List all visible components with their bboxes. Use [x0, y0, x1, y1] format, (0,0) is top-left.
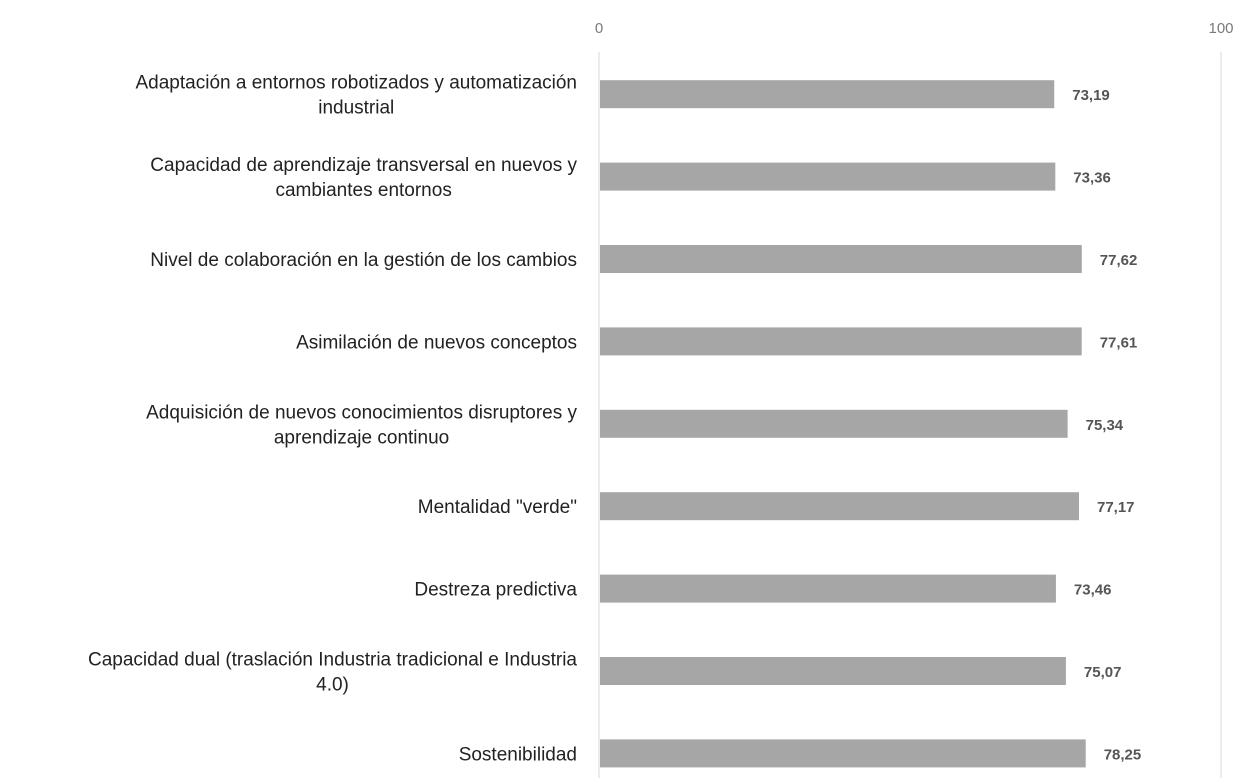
category-label-line: aprendizaje continuo: [274, 427, 449, 448]
bar: [600, 739, 1086, 768]
category-label-line: Asimilación de nuevos conceptos: [296, 332, 577, 353]
category-label: Adaptación a entornos robotizados y auto…: [136, 73, 578, 119]
axis-lines: [598, 52, 1222, 778]
data-label: 73,19: [1072, 87, 1110, 104]
data-labels: 73,19 73,36 77,62 77,61 75,34 77,17 73,46 75,07…: [1072, 87, 1141, 763]
data-label: 75,07: [1084, 664, 1122, 681]
data-label: 77,17: [1097, 499, 1135, 516]
tick-label: 100: [1208, 20, 1233, 37]
category-label-line: Destreza predictiva: [414, 580, 577, 601]
bar: [600, 327, 1082, 356]
category-label: Destreza predictiva: [414, 580, 577, 601]
tick-labels: 0 100: [595, 20, 1234, 37]
category-label-line: cambiantes entornos: [275, 180, 451, 201]
category-label-line: Mentalidad "verde": [418, 497, 577, 518]
bar: [600, 657, 1066, 685]
category-label-line: Adaptación a entornos robotizados y auto…: [136, 73, 578, 94]
bar: [600, 80, 1055, 109]
data-label: 78,25: [1104, 746, 1142, 763]
category-label-line: Capacidad de aprendizaje transversal en …: [150, 155, 577, 176]
tick-label: 0: [595, 20, 603, 37]
data-label: 77,62: [1100, 252, 1138, 269]
data-label: 73,36: [1073, 170, 1111, 187]
category-label: Capacidad dual (traslación Industria tra…: [88, 650, 577, 696]
data-label: 77,61: [1100, 334, 1138, 351]
category-label-line: Adquisición de nuevos conocimientos disr…: [146, 402, 577, 423]
bar: [600, 492, 1079, 521]
category-label-line: Capacidad dual (traslación Industria tra…: [88, 650, 577, 671]
bar: [600, 574, 1056, 603]
category-label: Capacidad de aprendizaje transversal en …: [150, 155, 577, 201]
bars: [600, 80, 1086, 768]
category-label-line: Nivel de colaboración en la gestión de l…: [150, 250, 577, 271]
bar: [600, 245, 1082, 273]
category-label: Mentalidad "verde": [418, 497, 577, 518]
bar: [600, 162, 1056, 191]
category-label: Adquisición de nuevos conocimientos disr…: [146, 402, 577, 448]
data-label: 73,46: [1074, 582, 1112, 599]
data-label: 75,34: [1086, 417, 1124, 434]
bar: [600, 409, 1068, 438]
category-label: Asimilación de nuevos conceptos: [296, 332, 577, 353]
category-label: Nivel de colaboración en la gestión de l…: [150, 250, 577, 271]
category-label-line: 4.0): [316, 675, 349, 696]
category-label-line: Sostenibilidad: [459, 744, 577, 765]
category-labels: Adaptación a entornos robotizados y auto…: [88, 73, 577, 766]
category-label: Sostenibilidad: [459, 744, 577, 765]
category-label-line: industrial: [318, 98, 394, 119]
